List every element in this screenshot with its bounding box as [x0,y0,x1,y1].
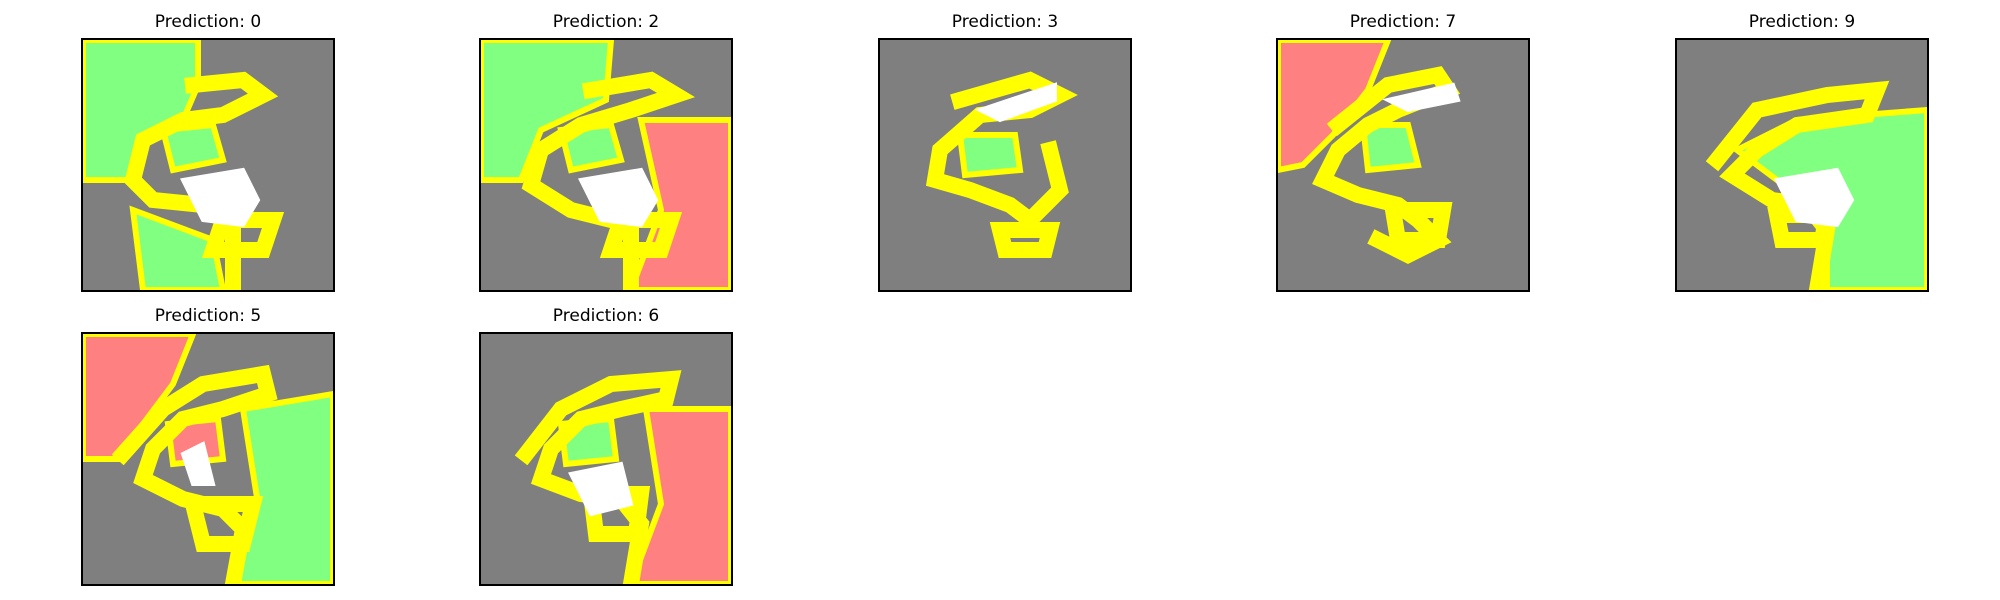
segmentation-overlay [1278,40,1528,290]
positive-superpixel [159,121,227,174]
positive-superpixel [481,40,615,183]
panel-title: Prediction: 6 [552,306,660,326]
superpixel-boundary [1312,66,1461,264]
digit-stroke [974,82,1057,123]
explanation-image [1675,38,1929,292]
panel-title: Prediction: 2 [552,12,660,32]
digit-stroke [1774,167,1855,228]
negative-superpixel [627,406,731,584]
panel-title: Prediction: 0 [154,12,262,32]
segmentation-overlay [83,40,333,290]
digit-stroke [578,167,659,228]
negative-superpixel [1278,40,1392,174]
digit-stroke [180,441,216,486]
segmentation-overlay [880,40,1130,290]
panel-title: Prediction: 9 [1748,12,1856,32]
digit-stroke [180,167,261,228]
explanation-image [1276,38,1530,292]
positive-superpixel [129,205,227,290]
digit-stroke [568,461,634,517]
superpixel-boundary [111,364,278,584]
segmentation-overlay [481,334,731,584]
segmentation-overlay [83,334,333,584]
panel-title: Prediction: 3 [951,12,1059,32]
panel-title: Prediction: 5 [154,306,262,326]
positive-superpixel [1359,122,1422,174]
panel-title: Prediction: 7 [1349,12,1457,32]
positive-superpixel [229,390,333,584]
positive-superpixel [956,132,1024,179]
explanation-image [81,332,335,586]
segmentation-overlay [1677,40,1927,290]
segmentation-overlay [481,40,731,290]
explanation-image [479,38,733,292]
explanation-image [81,38,335,292]
explanation-image [878,38,1132,292]
explanation-image [479,332,733,586]
digit-stroke [1382,82,1461,113]
